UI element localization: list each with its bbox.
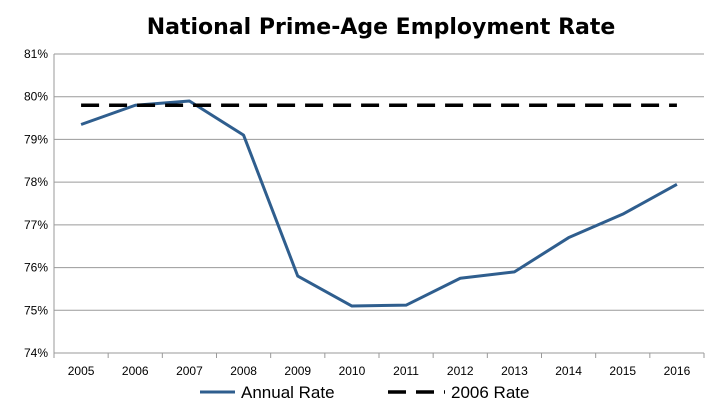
x-tick-label: 2010 xyxy=(339,364,366,378)
gridlines xyxy=(53,53,704,354)
y-tick-label: 79% xyxy=(24,132,48,146)
chart-title: National Prime-Age Employment Rate xyxy=(147,15,616,40)
y-tick-label: 78% xyxy=(24,175,48,189)
x-tick-label: 2005 xyxy=(68,364,95,378)
y-axis-ticks: 74% 75% 76% 77% 78% 79% 80% 81% xyxy=(24,47,48,360)
y-tick-label: 74% xyxy=(24,346,48,360)
legend: Annual Rate 2006 Rate xyxy=(200,383,529,402)
x-tick-label: 2008 xyxy=(230,364,257,378)
series-annual-rate-line xyxy=(80,99,678,308)
x-tick-label: 2007 xyxy=(176,364,203,378)
x-tick-label: 2009 xyxy=(284,364,311,378)
x-tick-label: 2006 xyxy=(122,364,149,378)
series-group xyxy=(80,99,678,308)
y-tick-label: 76% xyxy=(24,261,48,275)
legend-label: Annual Rate xyxy=(241,383,335,402)
x-tick-label: 2016 xyxy=(664,364,691,378)
x-tick-label: 2013 xyxy=(501,364,528,378)
x-axis-ticks: 2005 2006 2007 2008 2009 2010 2011 2012 2013 2014… xyxy=(53,353,705,378)
x-tick-label: 2015 xyxy=(609,364,636,378)
legend-label: 2006 Rate xyxy=(451,383,529,402)
y-tick-label: 81% xyxy=(24,47,48,61)
x-tick-label: 2012 xyxy=(447,364,474,378)
y-tick-label: 77% xyxy=(24,218,48,232)
y-tick-label: 75% xyxy=(24,303,48,317)
x-tick-label: 2011 xyxy=(393,364,419,378)
y-tick-label: 80% xyxy=(24,90,48,104)
x-tick-label: 2014 xyxy=(555,364,582,378)
